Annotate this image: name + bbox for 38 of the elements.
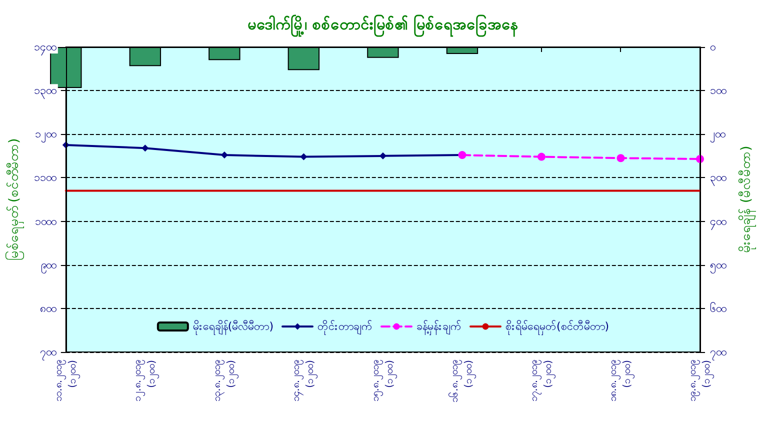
y2-tick-label: ၃၀၀ [710,171,726,186]
y2-tick-label: ၅၀၀ [710,258,726,274]
legend-label: တိုင်းတာချက် [318,320,372,335]
y2-tick-label: ၁၀၀ [710,84,726,98]
y-axis-title: မြစ်ရေမှတ် (စင်တီမီတာ) [5,138,24,261]
x-tick-label: ၁၁.၈.၂၀၁၉ (၁၂၀၀) [53,360,80,402]
x-tick-label: ၁၉.၈.၂၀၁၉ (၁၂၀၀) [688,360,714,402]
x-tick-label: ၁၈.၈.၂၀၁၉ (၁၂၀၀) [608,360,636,402]
y2-tick-label: ၂၀၀ [710,128,725,143]
y-tick-label: ၁၃၀၀ [34,84,56,100]
y-tick-label: ၁၀၀၀ [34,214,56,228]
point [220,152,228,159]
legend-label: ခန့်မှန်းချက် [416,320,462,335]
point [142,144,149,152]
y-tick-label: ၉၀၀ [40,258,56,274]
y2-tick-label: ၀ [710,40,715,54]
y-tick-label: ၁၁၀၀ [34,171,56,184]
x-tick-label: ၁၄.၈.၂၀၁၉ (၁၂၀၀) [291,360,318,402]
point [379,152,386,160]
x-tick-label: ၁၆.၈.၂၀၁၉ (၁၂၀၀) [448,360,477,402]
y2-tick-label: ၆၀၀ [710,302,726,315]
x-tick-label: ၁၇.၈.၂၀၁၉ (၁၂၀၀) [528,360,556,402]
y2-tick-label: ၄၀၀ [710,214,726,230]
point [300,153,308,160]
y-tick-label: ၁၄၀၀ [34,40,56,56]
x-tick-label: ၁၂.၈.၂၀၁၉ (၁၂၀၀) [132,360,160,402]
y-tick-label: ၈၀၀ [40,302,56,315]
y2-axis-title: မိုးရေချိန် (မီလီမီတာ) [738,146,756,254]
point [537,152,546,161]
legend-label: မိုးရေချိန်(မီလီမီတာ) [192,320,274,335]
y2-tick-label: ၇၀၀ [710,346,726,360]
chart-title: မဒေါက်မြို့၊ စစ်တောင်းမြစ်၏ မြစ်ရေအခြေအနေ [247,14,519,38]
x-tick-label: ၁၅.၈.၂၀၁၉ (၁၂၀၀) [370,360,398,402]
y-tick-label: ၁၂၀၀ [34,128,56,143]
y-tick-label: ၇၀၀ [40,346,56,360]
point [616,154,625,162]
legend-label: စိုးရိမ်ရေမှတ်(စင်တီမီတာ) [506,320,610,335]
x-tick-label: ၁၃.၈.၂၀၁၉ (၁၂၀၀) [212,360,239,402]
